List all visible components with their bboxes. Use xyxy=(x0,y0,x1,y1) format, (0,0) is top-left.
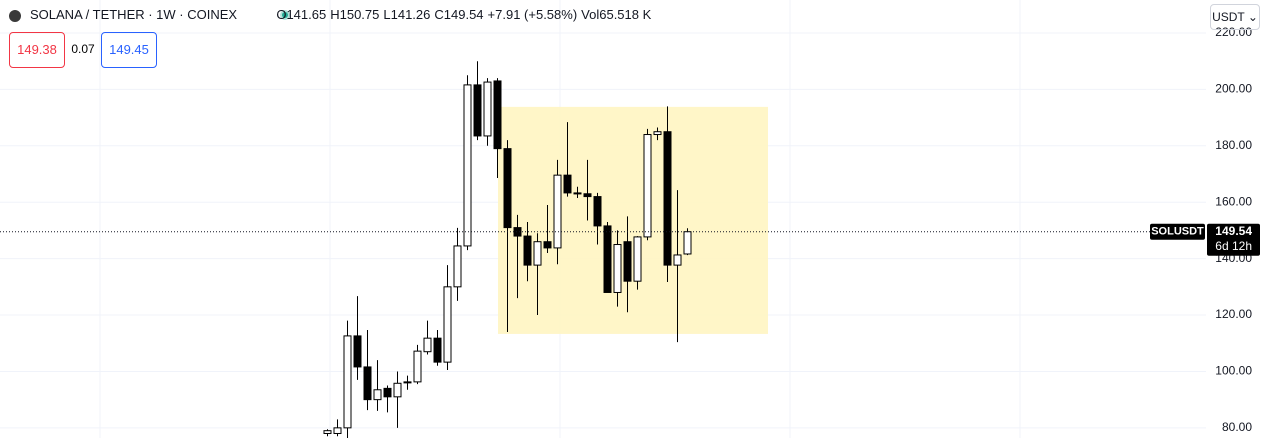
spread: 0.07 xyxy=(71,42,95,56)
candle-body xyxy=(673,254,682,266)
legend-value: 141.65 xyxy=(286,7,327,22)
legend-key: O xyxy=(276,7,287,22)
legend-key: H xyxy=(330,7,340,22)
candle-body xyxy=(403,381,412,384)
candle-body xyxy=(473,84,482,137)
y-tick-label: 120.00 xyxy=(1215,307,1252,321)
marks xyxy=(0,61,1206,438)
header: SOLANA / TETHER · 1W · COINEX O141.65 H15… xyxy=(30,7,655,22)
candle-body xyxy=(383,387,392,398)
candle-body xyxy=(353,335,362,368)
candle-body xyxy=(343,335,352,429)
sell-button[interactable]: 149.38 xyxy=(9,32,65,68)
legend-key: C xyxy=(434,7,444,22)
legend-key: L xyxy=(383,7,391,22)
symbol-title: SOLANA / TETHER · 1W · COINEX xyxy=(30,7,238,22)
candle-body xyxy=(563,174,572,194)
legend-value: 150.75 xyxy=(339,7,380,22)
y-tick-label: 220.00 xyxy=(1215,25,1252,39)
legend-key: Vol xyxy=(581,7,600,22)
candle-body xyxy=(643,134,652,238)
candle-body xyxy=(453,245,462,288)
candle-body xyxy=(493,80,502,150)
y-tick-label: 80.00 xyxy=(1222,420,1252,434)
candle-body xyxy=(613,244,622,293)
candle-body xyxy=(413,350,422,383)
candle-body xyxy=(543,241,552,249)
buy-button[interactable]: 149.45 xyxy=(101,32,157,68)
candle-body xyxy=(393,382,402,398)
candle-body xyxy=(463,84,472,247)
candle-body xyxy=(333,427,342,434)
candle-body xyxy=(503,148,512,229)
legend-value: 65.518 K xyxy=(599,7,652,22)
candle-body xyxy=(573,192,582,195)
currency-button[interactable]: USDT ⌄ xyxy=(1210,4,1260,30)
candle-body xyxy=(523,235,532,266)
legend-value: 149.54 xyxy=(443,7,484,22)
price-tag-label: 149.54 xyxy=(1215,224,1252,238)
candle-body xyxy=(323,430,332,434)
legend-value: +7.91 (+5.58%) xyxy=(487,7,578,22)
legend-value: 141.26 xyxy=(390,7,431,22)
candle-body xyxy=(663,131,672,266)
candle-body xyxy=(603,225,612,293)
y-tick-label: 160.00 xyxy=(1215,194,1252,208)
symbol-tag-label: SOLUSDT xyxy=(1151,226,1204,238)
y-tick-label: 180.00 xyxy=(1215,138,1252,152)
candle-body xyxy=(373,389,382,401)
symbol-tag xyxy=(1150,223,1205,240)
candle-body xyxy=(683,231,692,255)
candle-body xyxy=(623,241,632,282)
candle-body xyxy=(483,81,492,137)
ohlc-legend: O141.65 H150.75 L141.26 C149.54 +7.91 (+5.58… xyxy=(276,7,655,22)
candle-body xyxy=(553,174,562,249)
candle-body xyxy=(363,366,372,401)
candle-body xyxy=(423,337,432,353)
y-tick-label: 100.00 xyxy=(1215,364,1252,378)
y-tick-label: 200.00 xyxy=(1215,82,1252,96)
status-dot xyxy=(282,12,288,18)
candle-body xyxy=(633,236,642,282)
vertical-grid xyxy=(99,0,1021,438)
symbol-icon xyxy=(9,10,21,22)
countdown: 6d 12h xyxy=(1215,239,1252,253)
candle-body xyxy=(433,337,442,363)
currency: USDT xyxy=(1212,10,1245,24)
candle-body xyxy=(593,196,602,227)
candle-body xyxy=(443,286,452,363)
range-box xyxy=(498,106,768,334)
price-tag xyxy=(1207,223,1260,256)
candle-body xyxy=(583,193,592,198)
candle-body xyxy=(653,131,662,136)
candle-body xyxy=(533,241,542,266)
